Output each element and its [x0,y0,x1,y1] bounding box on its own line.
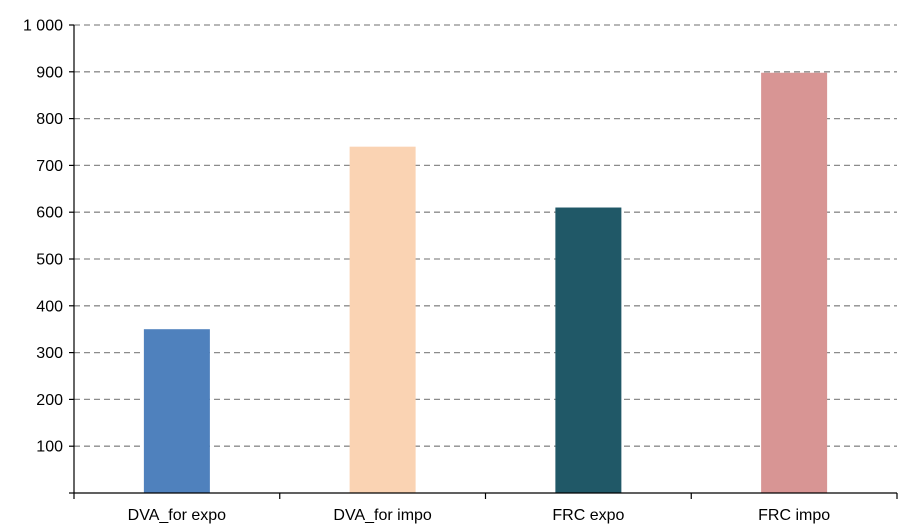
y-tick-label-7: 800 [36,111,63,128]
x-category-labels: DVA_for expo DVA_for impo FRC expo FRC impo [128,507,831,524]
y-tick-label-6: 700 [36,158,63,175]
y-tick-label-1: 200 [36,392,63,409]
x-category-label-3: FRC impo [758,507,830,524]
bars [143,72,828,494]
bar-0 [143,329,210,493]
bar-3 [761,72,828,494]
y-tick-label-4: 500 [36,252,63,269]
y-tick-label-9: 1 000 [23,18,63,35]
y-tick-label-0: 100 [36,439,63,456]
y-tick-label-8: 900 [36,64,63,81]
x-category-label-1: DVA_for impo [333,507,432,524]
x-category-label-0: DVA_for expo [128,507,227,524]
y-tick-label-2: 300 [36,345,63,362]
gridlines [74,24,897,447]
bar-1 [349,146,416,493]
axes [69,24,898,499]
x-category-label-2: FRC expo [552,507,624,524]
y-tick-label-3: 400 [36,298,63,315]
y-tick-label-5: 600 [36,205,63,222]
bar-2 [555,207,622,493]
y-tick-labels: 100 200 300 400 500 600 700 800 900 1 000 [23,18,63,456]
